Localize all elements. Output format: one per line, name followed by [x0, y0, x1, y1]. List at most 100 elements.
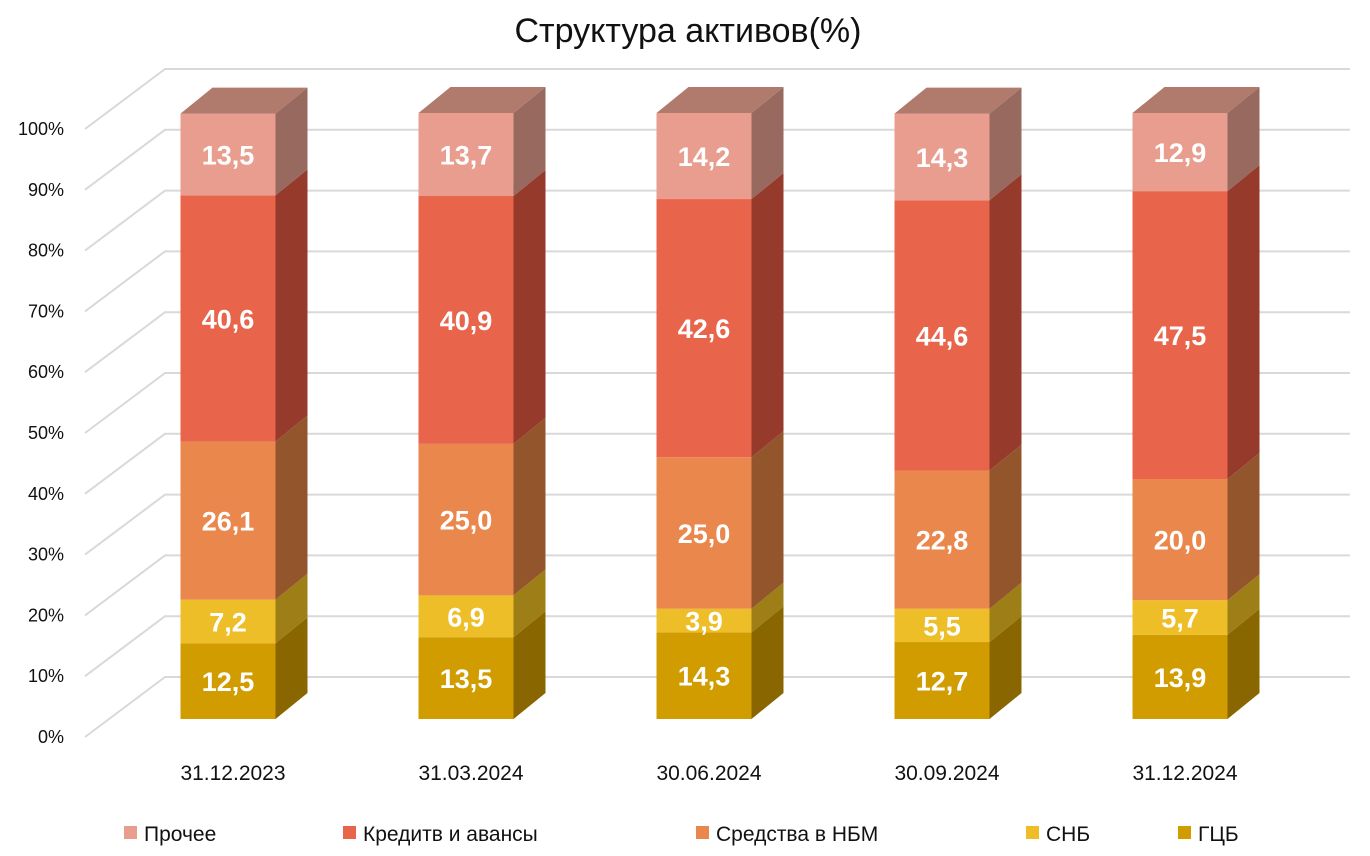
bar-segment [656, 199, 752, 458]
bar-side [513, 87, 546, 197]
legend-label: Прочее [144, 823, 216, 846]
data-label: 6,9 [447, 602, 485, 632]
data-label: 5,7 [1161, 603, 1199, 633]
legend-label: СНБ [1046, 823, 1090, 846]
bar-segment [180, 441, 276, 600]
bar-segment [1132, 113, 1228, 192]
bar-side [1227, 608, 1260, 719]
y-tick-label: 40% [28, 484, 64, 504]
bar-segment [180, 113, 276, 196]
y-tick-label: 100% [18, 119, 64, 139]
bar-segment [656, 608, 752, 633]
bar-side [1227, 574, 1260, 635]
data-label: 25,0 [678, 519, 731, 549]
x-tick-label: 30.06.2024 [656, 762, 761, 785]
bar-side [751, 87, 784, 200]
bar-segment [894, 608, 990, 643]
bar-segment [418, 595, 514, 638]
bar-side [275, 169, 308, 442]
bar-side [513, 569, 546, 638]
data-label: 12,5 [202, 667, 255, 697]
bar-stack: 13,9 5,7 20,0 47,5 12,9 [1132, 87, 1260, 719]
data-label: 22,8 [916, 526, 969, 556]
legend-swatch [124, 826, 137, 839]
bar-side [1227, 453, 1260, 601]
legend-swatch [343, 826, 356, 839]
data-label: 25,0 [440, 506, 493, 536]
bar-segment [418, 443, 514, 596]
bar-side [751, 606, 784, 719]
legend-label: ГЦБ [1198, 823, 1239, 846]
data-label: 13,5 [202, 141, 255, 171]
legend-swatch [1178, 826, 1191, 839]
y-tick-label: 10% [28, 666, 64, 686]
bar-top [894, 87, 1022, 114]
x-tick-label: 31.03.2024 [418, 762, 523, 785]
bar-segment [1132, 634, 1228, 719]
bar-top [656, 87, 784, 113]
bar-segment [180, 195, 276, 442]
data-label: 20,0 [1154, 526, 1207, 556]
bar-stack: 12,5 7,2 26,1 40,6 13,5 [180, 87, 308, 719]
y-tick-label: 70% [28, 301, 64, 321]
bar-side [989, 87, 1022, 201]
legend-swatch [696, 826, 709, 839]
bar-side [275, 617, 308, 719]
bar-side [751, 431, 784, 609]
bar-top [1132, 87, 1260, 113]
y-tick-label: 90% [28, 180, 64, 200]
x-tick-label: 30.09.2024 [894, 762, 999, 785]
data-label: 14,3 [678, 662, 731, 692]
bar-segment [418, 637, 514, 719]
bar-side [1227, 165, 1260, 480]
chart-title: Структура активов(%) [514, 12, 861, 50]
data-label: 5,5 [923, 611, 961, 641]
data-label: 40,9 [440, 306, 493, 336]
bar-side [989, 582, 1022, 643]
y-tick-label: 30% [28, 545, 64, 565]
data-label: 13,5 [440, 664, 493, 694]
bar-segment [894, 200, 990, 471]
bar-stack: 14,3 3,9 25,0 42,6 14,2 [656, 87, 784, 719]
bar-segment [1132, 479, 1228, 601]
data-label: 42,6 [678, 314, 731, 344]
legend-label: Средства в НБМ [716, 823, 878, 846]
bar-side [751, 173, 784, 458]
x-tick-label: 31.12.2023 [180, 762, 285, 785]
bar-segment [656, 632, 752, 719]
bar-side [275, 573, 308, 644]
bar-top [180, 87, 308, 114]
data-label: 14,2 [678, 142, 731, 172]
bar-stack: 12,7 5,5 22,8 44,6 14,3 [894, 87, 1022, 719]
bar-segment [418, 196, 514, 444]
bar-segment [894, 470, 990, 609]
data-label: 12,9 [1154, 138, 1207, 168]
bar-side [751, 582, 784, 633]
bar-segment [180, 599, 276, 644]
bar-side [989, 444, 1022, 609]
data-label: 13,7 [440, 141, 493, 171]
y-tick-label: 50% [28, 423, 64, 443]
y-tick-label: 60% [28, 362, 64, 382]
data-label: 14,3 [916, 143, 969, 173]
legend-label: Кредитв и авансы [363, 823, 538, 846]
legend-swatch [1026, 826, 1039, 839]
bar-segment [656, 457, 752, 609]
bar-side [513, 611, 546, 719]
bar-segment [894, 113, 990, 201]
bar-segment [894, 642, 990, 719]
bar-side [989, 174, 1022, 471]
bar-side [513, 417, 546, 596]
y-tick-label: 0% [38, 727, 64, 747]
y-tick-label: 80% [28, 241, 64, 261]
bar-segment [1132, 191, 1228, 480]
data-label: 13,9 [1154, 663, 1207, 693]
bar-segment [180, 643, 276, 719]
data-label: 7,2 [209, 607, 247, 637]
bar-segment [418, 113, 514, 197]
x-tick-label: 31.12.2024 [1132, 762, 1237, 785]
y-tick-label: 20% [28, 605, 64, 625]
bar-stack: 13,5 6,9 25,0 40,9 13,7 [418, 87, 546, 719]
bar-side [275, 415, 308, 600]
bar-segment [656, 113, 752, 200]
